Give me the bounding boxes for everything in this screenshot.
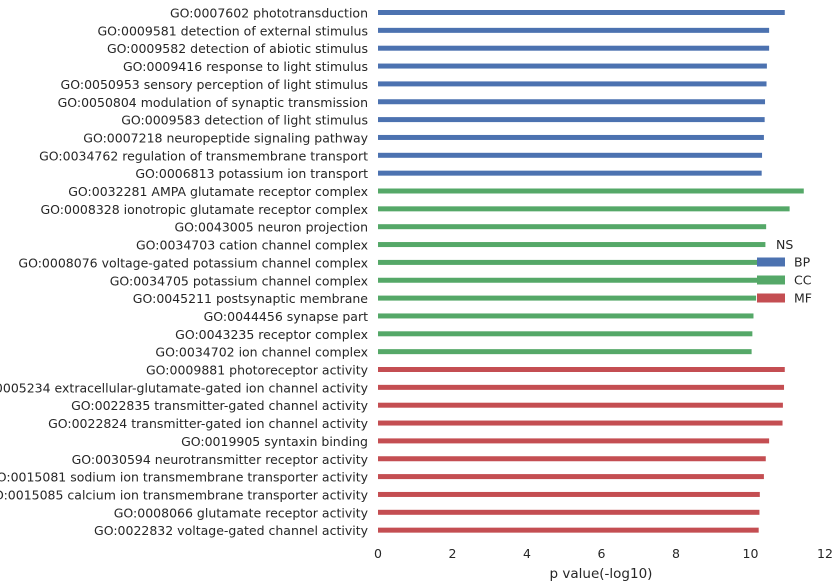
x-tick-label: 8 [672, 546, 680, 561]
bar-bp [378, 170, 762, 176]
bar-bp [378, 152, 763, 158]
category-label: GO:0009582 detection of abiotic stimulus [107, 41, 368, 56]
bar-cc [378, 224, 767, 230]
category-label: GO:0050953 sensory perception of light s… [61, 77, 368, 92]
x-tick-label: 6 [598, 546, 606, 561]
category-label: GO:0008076 voltage-gated potassium chann… [18, 255, 368, 270]
bar-bp [378, 81, 767, 87]
x-tick-label: 0 [374, 546, 382, 561]
bar-bp [378, 134, 764, 140]
category-label: GO:0043235 receptor complex [175, 327, 368, 342]
legend-swatch-bp [757, 257, 785, 267]
bar-mf [378, 474, 764, 480]
x-tick-label: 2 [449, 546, 457, 561]
bar-bp [378, 63, 767, 69]
bar-bp [378, 10, 785, 15]
legend-title: NS [776, 237, 793, 252]
category-label: GO:0044456 synapse part [204, 309, 368, 324]
bar-cc [378, 259, 759, 265]
category-label: GO:0034702 ion channel complex [155, 345, 368, 360]
legend-swatch-cc [757, 275, 785, 285]
category-label: GO:0005234 extracellular-glutamate-gated… [0, 380, 369, 395]
bar-bp [378, 27, 770, 33]
bars-layer [378, 10, 804, 533]
bar-mf [378, 527, 759, 533]
category-label: GO:0008066 glutamate receptor activity [114, 505, 369, 520]
category-label: GO:0034703 cation channel complex [136, 238, 368, 253]
bar-mf [378, 402, 783, 408]
category-label: GO:0032281 AMPA glutamate receptor compl… [68, 184, 368, 199]
bar-cc [378, 206, 790, 212]
x-tick-label: 12 [817, 546, 833, 561]
x-tick-label: 10 [743, 546, 759, 561]
legend-swatch-mf [757, 293, 785, 303]
bar-cc [378, 295, 757, 301]
bar-mf [378, 456, 766, 462]
bar-mf [378, 491, 760, 497]
category-label: GO:0034705 potassium channel complex [110, 273, 368, 288]
category-label: GO:0019905 syntaxin binding [181, 434, 368, 449]
category-label: GO:0008328 ionotropic glutamate receptor… [41, 202, 369, 217]
category-label: GO:0022835 transmitter-gated channel act… [71, 398, 368, 413]
legend-label-bp: BP [794, 255, 811, 270]
bar-cc [378, 277, 758, 283]
x-tick-label: 4 [523, 546, 531, 561]
bar-bp [378, 99, 766, 105]
bar-bp [378, 45, 770, 51]
bar-mf [378, 438, 770, 444]
category-labels: GO:0007602 phototransduction GO:0009581 d… [0, 6, 369, 539]
bar-cc [378, 313, 754, 319]
category-label: GO:0030594 neurotransmitter receptor act… [72, 452, 369, 467]
bar-bp [378, 117, 765, 123]
category-label: GO:0009583 detection of light stimulus [121, 113, 368, 128]
category-label: GO:0045211 postsynaptic membrane [133, 291, 369, 306]
category-label: GO:0050804 modulation of synaptic transm… [58, 95, 368, 110]
x-axis-label: p value(-log10) [550, 566, 653, 582]
category-label: GO:0043005 neuron projection [174, 220, 368, 235]
category-label: GO:0009881 photoreceptor activity [146, 363, 369, 378]
category-label: GO:0007602 phototransduction [170, 6, 368, 21]
category-label: GO:0022832 voltage-gated channel activit… [94, 523, 369, 538]
category-label: GO:0015085 calcium ion transmembrane tra… [0, 487, 369, 502]
category-label: GO:0015081 sodium ion transmembrane tran… [0, 470, 369, 485]
bar-cc [378, 349, 752, 355]
legend-label-mf: MF [794, 291, 812, 306]
bar-cc [378, 331, 753, 337]
bar-mf [378, 384, 785, 390]
bar-cc [378, 242, 766, 248]
x-axis-ticks: 0 2 4 6 8 10 12 [374, 546, 833, 561]
legend-label-cc: CC [794, 273, 812, 288]
category-label: GO:0022824 transmitter-gated ion channel… [48, 416, 369, 431]
category-label: GO:0009416 response to light stimulus [123, 59, 368, 74]
bar-mf [378, 509, 760, 515]
bar-mf [378, 420, 783, 426]
bar-cc [378, 188, 804, 194]
category-label: GO:0006813 potassium ion transport [135, 166, 368, 181]
category-label: GO:0009581 detection of external stimulu… [98, 23, 369, 38]
bar-mf [378, 367, 785, 372]
category-label: GO:0034762 regulation of transmembrane t… [39, 148, 368, 163]
category-label: GO:0007218 neuropeptide signaling pathwa… [83, 130, 368, 145]
